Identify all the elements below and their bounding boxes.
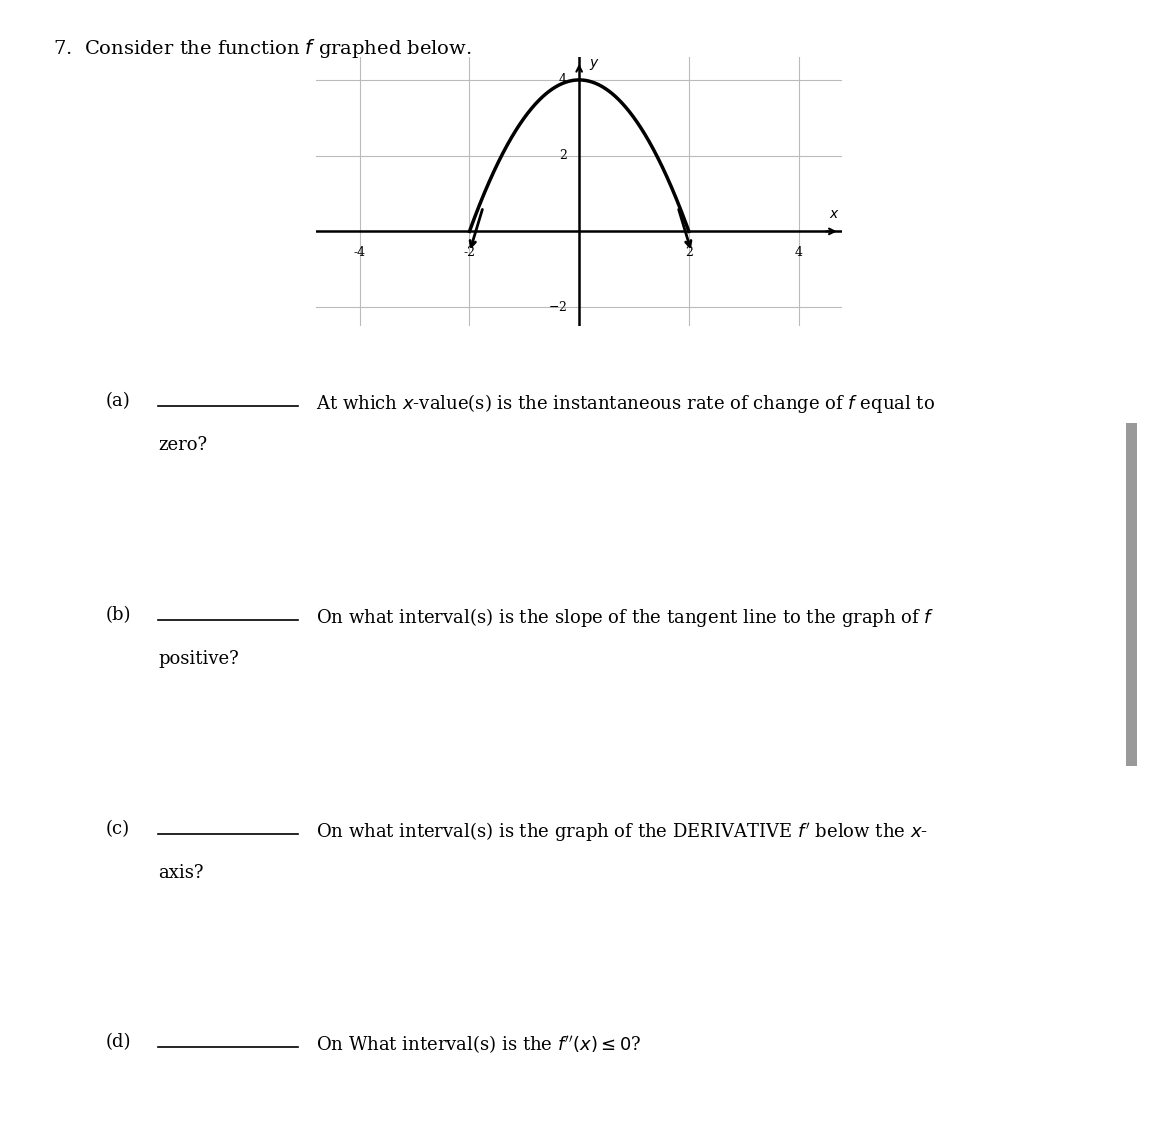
Text: $y$: $y$ [589,56,600,72]
Text: On what interval(s) is the graph of the DERIVATIVE $f'$ below the $x$-: On what interval(s) is the graph of the … [316,820,928,843]
Text: $-$2: $-$2 [548,300,567,315]
Text: 4: 4 [559,73,567,87]
Text: axis?: axis? [158,864,204,882]
Text: (b): (b) [105,606,131,625]
Text: $x$: $x$ [828,207,840,221]
Text: (d): (d) [105,1033,131,1051]
Text: positive?: positive? [158,650,239,668]
Text: 2: 2 [684,246,693,259]
Text: -2: -2 [463,246,475,259]
Text: (c): (c) [105,820,130,839]
Text: (a): (a) [105,392,130,411]
Text: At which $x$-value(s) is the instantaneous rate of change of $f$ equal to: At which $x$-value(s) is the instantaneo… [316,392,935,415]
Text: On what interval(s) is the slope of the tangent line to the graph of $f$: On what interval(s) is the slope of the … [316,606,935,629]
Text: 7.  Consider the function $f$ graphed below.: 7. Consider the function $f$ graphed bel… [53,37,472,59]
Text: On What interval(s) is the $f''(x) \leq 0$?: On What interval(s) is the $f''(x) \leq … [316,1033,641,1055]
Text: 2: 2 [559,149,567,162]
Text: -4: -4 [353,246,366,259]
Text: 4: 4 [794,246,803,259]
Text: zero?: zero? [158,436,207,454]
